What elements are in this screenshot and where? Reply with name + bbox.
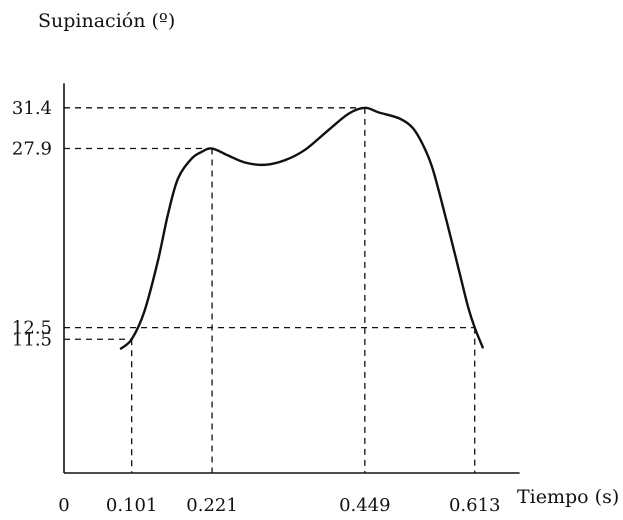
y-tick-label: 27.9: [12, 139, 52, 160]
series: [119, 106, 484, 350]
y-tick-label: 12.5: [12, 318, 52, 339]
y-tick-label: 11.5: [12, 329, 52, 350]
x-tick-label: 0.101: [106, 495, 158, 516]
y-tick-label: 31.4: [12, 98, 52, 119]
x-tick-label: 0: [58, 495, 69, 516]
x-tick-label: 0.221: [186, 495, 238, 516]
y-axis-title: Supinación (º): [38, 10, 175, 32]
x-tick-label: 0.613: [449, 495, 501, 516]
axes: [63, 83, 520, 474]
tick-labels: 0 0.101 0.221 0.449 0.613 11.512.5 27.9 31.4: [12, 98, 501, 516]
x-axis-title: Tiempo (s): [517, 486, 619, 508]
series-line: [119, 106, 484, 350]
x-tick-label: 0.449: [339, 495, 391, 516]
guide-lines: [64, 107, 476, 473]
